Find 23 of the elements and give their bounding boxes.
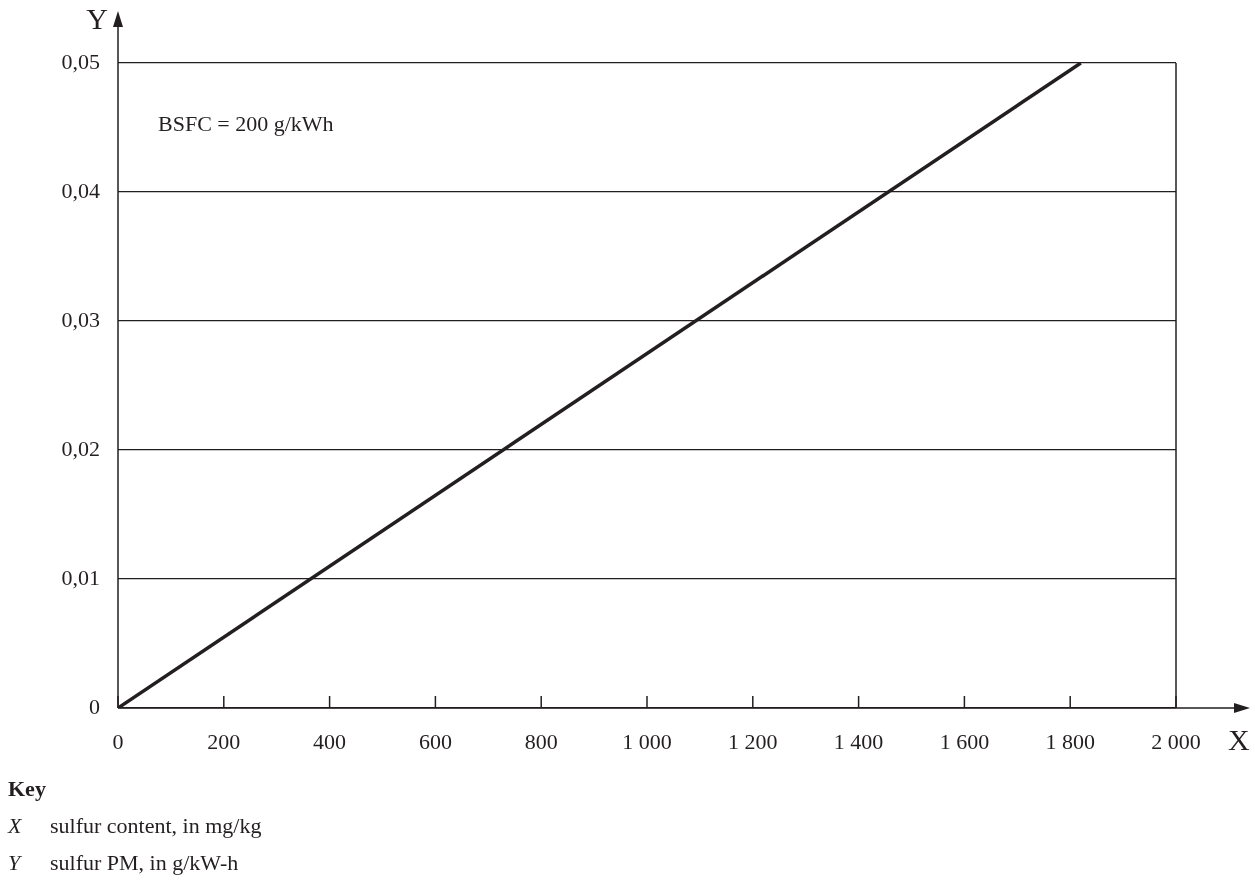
y-tick-label: 0 <box>89 693 100 719</box>
annotation: BSFC = 200 g/kWh <box>158 110 334 136</box>
x-tick-label: 800 <box>524 728 558 754</box>
text: Y sulfur PM, in g/kW-h <box>8 850 239 875</box>
text: Key <box>8 775 47 803</box>
x-tick-label: 0 <box>112 728 124 754</box>
x-tick-label: 400 <box>313 728 347 754</box>
x-tick-label: 1 400 <box>833 728 884 754</box>
y-tick-label: 0,02 <box>61 435 100 461</box>
y-tick-label: 0,04 <box>61 177 100 203</box>
x-tick-label: 600 <box>418 728 452 754</box>
x-tick-label: 1 200 <box>728 728 778 754</box>
x-tick-label: 2 000 <box>1151 728 1201 754</box>
x-tick-label: 200 <box>207 728 241 754</box>
x-tick-label: 1 000 <box>622 728 672 754</box>
text: X sulfur content, in mg/kg <box>8 813 262 838</box>
y-tick-label: 0,03 <box>61 306 100 332</box>
y-axis-title: Y <box>86 1 108 35</box>
x-axis-title: X <box>1228 722 1250 756</box>
x-tick-label: 1 600 <box>939 728 990 754</box>
y-tick-label: 0,05 <box>61 48 100 74</box>
x-tick-label: 1 800 <box>1045 728 1095 754</box>
y-tick-label: 0,01 <box>61 564 100 590</box>
